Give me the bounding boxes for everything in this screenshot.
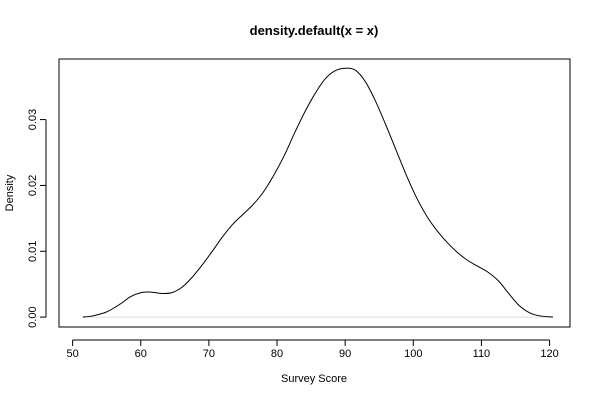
y-axis: 0.00 0.01 0.02 0.03	[27, 109, 47, 328]
x-tick-label: 60	[135, 348, 147, 360]
x-axis: 50 60 70 80 90 100 110 120	[67, 339, 559, 360]
y-tick-label: 0.03	[27, 109, 39, 130]
x-tick-label: 90	[339, 348, 351, 360]
x-tick-label: 50	[67, 348, 79, 360]
chart-title: density.default(x = x)	[250, 23, 379, 38]
y-axis-title: Density	[4, 174, 16, 211]
x-tick-label: 100	[404, 348, 422, 360]
x-tick-label: 70	[203, 348, 215, 360]
y-tick-label: 0.01	[27, 241, 39, 262]
y-tick-label: 0.00	[27, 306, 39, 327]
x-axis-title: Survey Score	[281, 373, 347, 385]
y-tick-label: 0.02	[27, 175, 39, 196]
x-tick-label: 120	[540, 348, 558, 360]
x-tick-label: 110	[473, 348, 491, 360]
x-tick-label: 80	[271, 348, 283, 360]
plot-frame	[58, 58, 571, 328]
density-curve	[82, 67, 554, 318]
